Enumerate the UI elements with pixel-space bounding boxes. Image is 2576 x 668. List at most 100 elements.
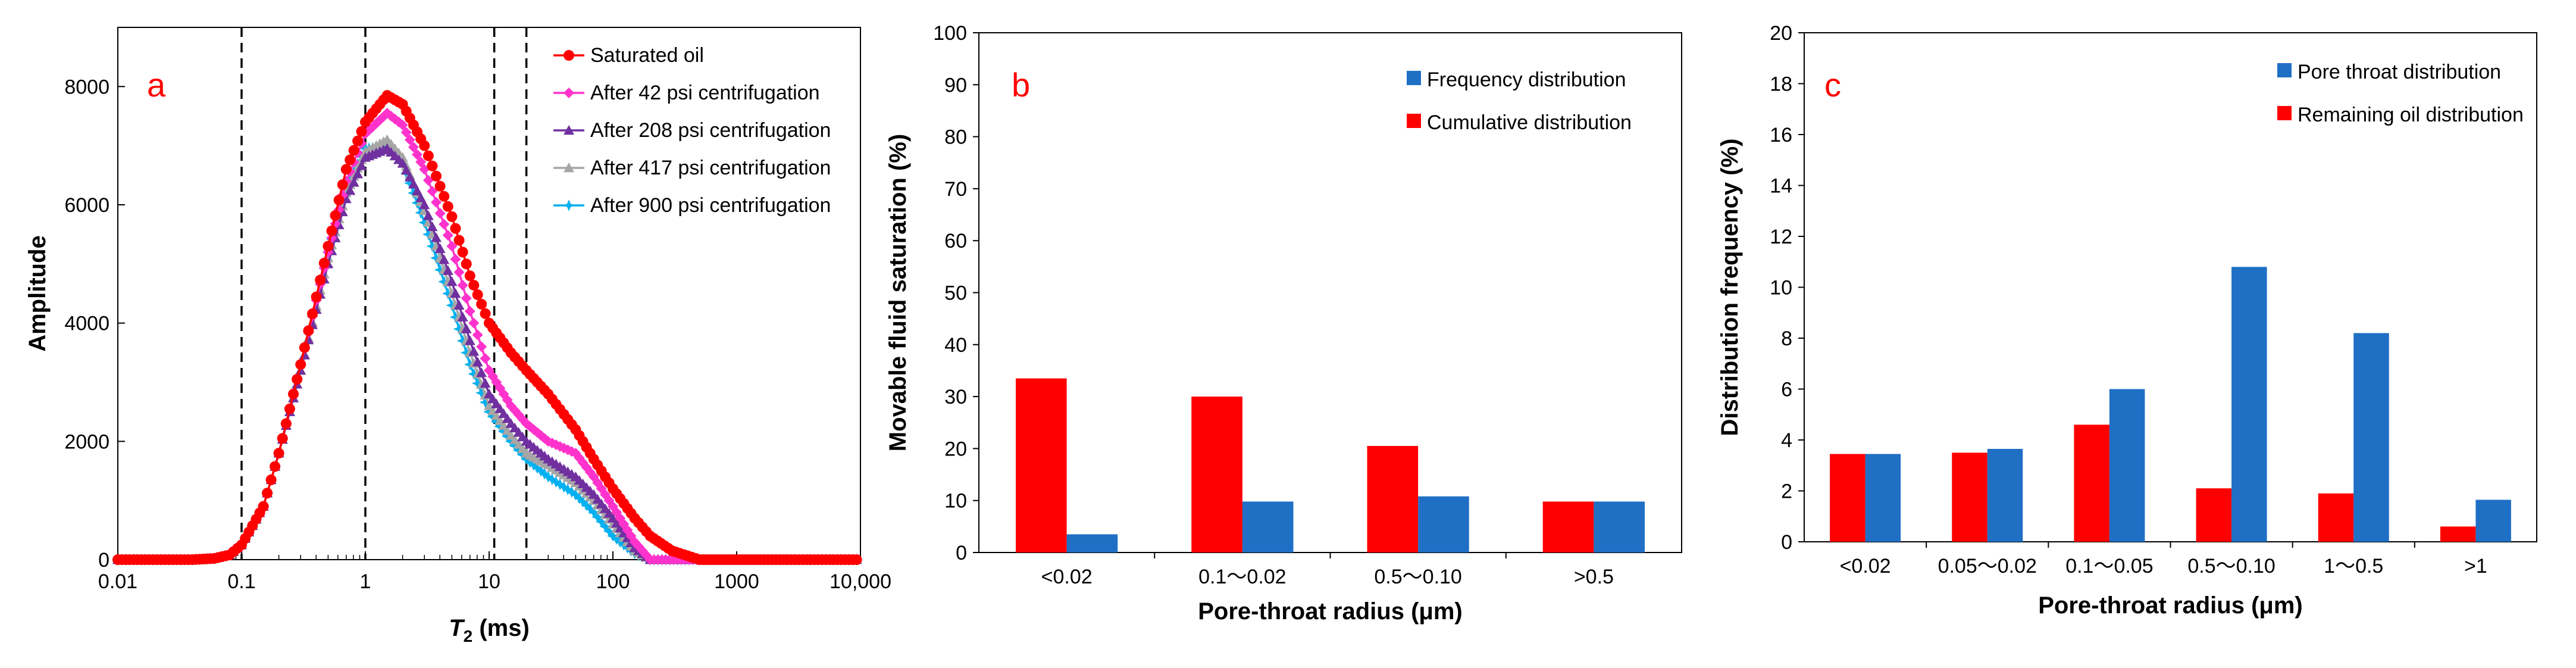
x-tick-label: 0.5～0.10 <box>1374 566 1461 588</box>
data-point <box>422 210 434 220</box>
data-point <box>517 448 529 461</box>
legend-marker <box>564 50 574 61</box>
data-point <box>404 171 415 182</box>
y-tick-label: 6 <box>1781 379 1792 401</box>
data-point <box>475 386 488 399</box>
data-point <box>599 520 612 533</box>
legend-entry-c: Pore throat distribution <box>2298 61 2501 83</box>
data-point <box>584 502 596 515</box>
bar-red <box>2196 488 2232 542</box>
bar-blue <box>1594 501 1645 552</box>
y-axis-label-c: Distribution frequency (%) <box>1717 138 1743 436</box>
data-point <box>411 196 423 209</box>
data-point <box>512 444 525 457</box>
data-point <box>476 341 487 352</box>
y-tick-label: 80 <box>944 126 967 149</box>
panel-label-a: a <box>147 66 166 104</box>
series-line <box>118 111 860 561</box>
y-tick-label: 14 <box>1770 175 1792 198</box>
data-point <box>295 359 306 370</box>
data-point <box>438 276 450 288</box>
x-tick-label-a: 1000 <box>714 570 759 593</box>
panel-label-c: c <box>1824 66 1841 104</box>
data-point <box>419 199 430 210</box>
data-point <box>457 280 468 291</box>
x-tick-label-a: 10 <box>478 570 500 593</box>
data-point <box>539 468 551 480</box>
legend-entry-a: After 42 psi centrifugation <box>590 82 820 104</box>
bar-blue <box>1865 454 1901 542</box>
data-point <box>607 530 619 542</box>
y-tick-label: 20 <box>1770 22 1792 45</box>
data-point <box>595 516 608 528</box>
data-point <box>494 420 506 433</box>
data-point <box>284 403 295 414</box>
data-point <box>453 235 465 246</box>
series-a-1 <box>112 90 862 565</box>
data-point <box>453 299 465 310</box>
data-point <box>851 554 862 565</box>
x-tick-label: 1～0.5 <box>2324 555 2383 578</box>
y-axis-label-a: Amplitude <box>24 235 51 352</box>
data-point <box>408 179 419 189</box>
y-tick-label: 0 <box>1781 531 1792 554</box>
data-point <box>614 536 627 548</box>
y-tick-label: 12 <box>1770 226 1792 248</box>
data-point <box>460 347 472 359</box>
data-point <box>546 473 558 486</box>
bar-blue <box>1987 448 2023 542</box>
plot-frame-a <box>117 27 861 560</box>
data-point <box>419 140 430 151</box>
bar-blue <box>1242 501 1294 552</box>
y-tick-label: 4 <box>1781 429 1792 452</box>
y-axis-label-b: Movable fluid saturation (%) <box>885 134 911 451</box>
data-point <box>415 192 427 202</box>
data-point <box>442 230 453 241</box>
x-tick-label: <0.02 <box>1041 566 1093 588</box>
data-point <box>323 241 334 252</box>
data-point <box>562 483 574 496</box>
data-point <box>352 168 364 179</box>
data-point <box>449 311 462 323</box>
data-point <box>288 388 299 399</box>
y-tick-label: 10 <box>1770 277 1792 299</box>
y-tick-label: 18 <box>1770 73 1792 96</box>
panel-c: 0 2 4 6 8 10 12 14 16 18 20 <0.02 0.05～0.02 0.1～0.05 0… <box>1717 22 2537 619</box>
data-point <box>472 357 483 367</box>
plot-frame-b <box>978 32 1682 553</box>
x-tick-label-a: 100 <box>596 570 630 593</box>
bar-blue <box>1418 496 1469 552</box>
data-point <box>453 267 465 278</box>
x-tick-label: >1 <box>2464 555 2487 578</box>
data-point <box>457 311 468 321</box>
data-point <box>509 439 521 452</box>
panel-a: 0 2000 4000 6000 8000 0.01 0.1 1 10 100 1000 10,000… <box>24 27 891 645</box>
data-point <box>527 459 540 471</box>
data-point <box>397 119 408 130</box>
data-point <box>431 232 442 242</box>
data-point <box>345 185 356 195</box>
y-tick-label: 0 <box>956 542 967 564</box>
data-point <box>311 291 322 302</box>
data-point <box>483 405 495 418</box>
data-point <box>430 252 442 264</box>
y-tick-label-a: 2000 <box>64 430 109 453</box>
data-point <box>292 374 303 385</box>
data-point <box>573 492 586 504</box>
y-tick-label: 50 <box>944 282 967 305</box>
data-point <box>456 335 469 347</box>
bar-red <box>1367 446 1419 552</box>
data-point <box>468 317 480 329</box>
data-point <box>505 435 517 448</box>
data-point <box>277 433 288 444</box>
legend-entry-a: After 900 psi centrifugation <box>590 194 831 217</box>
data-point <box>340 164 352 175</box>
bar-blue <box>2109 389 2145 542</box>
data-point <box>356 126 367 137</box>
data-point <box>412 149 423 160</box>
legend-entry-c: Remaining oil distribution <box>2298 104 2524 126</box>
bar-red <box>1952 452 1987 542</box>
data-point <box>464 335 475 345</box>
